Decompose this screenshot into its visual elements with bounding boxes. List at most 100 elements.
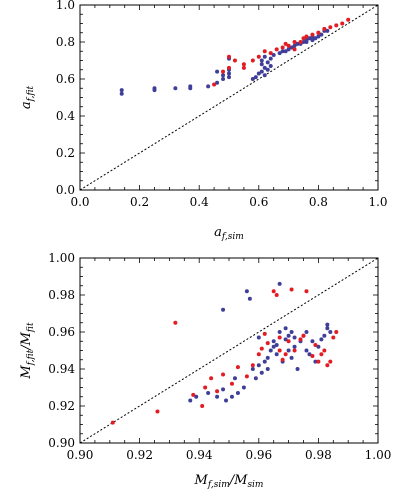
- blue-data-point: [280, 49, 285, 54]
- blue-data-point: [286, 47, 291, 52]
- red-data-point: [283, 352, 288, 357]
- blue-data-point: [325, 326, 330, 331]
- identity-line: [79, 4, 379, 191]
- blue-data-point: [194, 394, 199, 399]
- blue-data-point: [268, 56, 273, 61]
- red-data-point: [316, 30, 321, 35]
- x-tick-label: 1.0: [368, 195, 387, 209]
- red-data-point: [215, 389, 220, 394]
- red-data-point: [203, 385, 208, 390]
- red-data-point: [274, 293, 279, 297]
- red-data-point: [227, 54, 231, 59]
- blue-data-point: [304, 38, 309, 43]
- blue-data-point: [256, 71, 261, 76]
- red-data-point: [334, 330, 339, 334]
- x-axis-label: af,sim: [214, 225, 244, 242]
- red-data-point: [232, 58, 237, 63]
- blue-data-point: [277, 281, 282, 286]
- blue-data-point: [215, 80, 220, 85]
- blue-data-point: [319, 32, 324, 37]
- blue-data-point: [215, 69, 220, 74]
- red-data-point: [229, 381, 234, 386]
- red-data-point: [191, 392, 196, 397]
- blue-data-point: [215, 394, 220, 399]
- y-tick-label: 0.98: [48, 288, 75, 302]
- blue-data-point: [268, 64, 273, 69]
- blue-data-point: [247, 296, 252, 301]
- blue-data-point: [229, 394, 234, 399]
- x-tick-label: 0.4: [190, 195, 209, 209]
- red-data-point: [346, 17, 351, 22]
- red-data-point: [256, 352, 261, 357]
- top-scatter-panel: 0.0 0.2 0.4 0.6 0.8 1.0 0.0 0.2 0.4 0.6 0.8 1.0 af,s…: [19, 0, 388, 242]
- y-tick-label: 0.6: [56, 72, 75, 86]
- blue-data-point: [227, 71, 231, 76]
- blue-data-point: [286, 333, 291, 338]
- red-data-point: [259, 346, 264, 351]
- blue-data-point: [221, 387, 226, 392]
- y-tick-label: 0.4: [56, 109, 75, 123]
- blue-data-point: [206, 391, 211, 396]
- red-data-point: [289, 287, 294, 292]
- blue-data-point: [277, 51, 282, 56]
- y-axis-label: af,fit: [19, 85, 36, 109]
- x-tick-label: 0.0: [70, 195, 89, 209]
- red-data-point: [227, 65, 231, 70]
- blue-data-point: [119, 91, 124, 96]
- red-data-point: [301, 36, 306, 41]
- x-tick-label: 0.2: [130, 195, 149, 209]
- blue-data-point: [253, 75, 258, 80]
- blue-data-point: [271, 344, 276, 349]
- blue-data-point: [322, 333, 327, 338]
- blue-data-point: [295, 367, 300, 371]
- red-data-point: [268, 51, 273, 56]
- blue-data-point: [292, 335, 297, 340]
- blue-data-point: [307, 352, 312, 357]
- red-data-point: [298, 337, 303, 342]
- blue-data-point: [256, 335, 261, 340]
- red-data-point: [271, 289, 276, 294]
- red-data-point: [241, 62, 246, 67]
- red-data-point: [328, 359, 333, 364]
- y-tick-label: 0.0: [56, 183, 75, 197]
- red-data-point: [319, 352, 324, 357]
- y-tick-label: 1.00: [48, 251, 75, 265]
- blue-data-point: [289, 45, 294, 50]
- blue-data-point: [310, 38, 315, 43]
- red-data-point: [292, 40, 297, 44]
- blue-data-point: [283, 337, 288, 342]
- blue-data-point: [262, 359, 267, 364]
- red-data-point: [262, 331, 267, 336]
- blue-data-point: [265, 67, 270, 72]
- y-tick-label: 0.8: [56, 35, 75, 49]
- blue-data-point: [292, 344, 297, 349]
- y-axis-label: Mf,fit/Mfit: [19, 322, 36, 380]
- red-data-point: [173, 320, 178, 325]
- red-data-point: [283, 41, 288, 46]
- blue-data-point: [325, 322, 330, 327]
- red-data-point: [241, 65, 246, 70]
- red-data-point: [310, 32, 315, 37]
- blue-data-point: [292, 43, 297, 48]
- red-data-point: [310, 354, 315, 359]
- red-data-point: [286, 43, 291, 48]
- blue-data-point: [227, 75, 231, 80]
- blue-data-point: [316, 344, 321, 349]
- red-data-point: [200, 404, 205, 408]
- blue-data-point: [262, 73, 267, 78]
- blue-data-point: [277, 330, 282, 334]
- blue-data-point: [173, 86, 178, 91]
- blue-data-point: [310, 339, 315, 344]
- red-data-point: [280, 357, 285, 362]
- red-data-point: [274, 47, 279, 52]
- blue-data-point: [289, 355, 294, 360]
- blue-data-point: [289, 330, 294, 334]
- blue-data-point: [286, 348, 291, 353]
- red-data-point: [262, 49, 267, 54]
- blue-data-point: [301, 40, 306, 44]
- red-data-point: [328, 25, 333, 30]
- blue-data-point: [271, 339, 276, 344]
- blue-data-point: [268, 348, 273, 353]
- blue-data-point: [244, 289, 249, 294]
- red-data-point: [313, 342, 318, 347]
